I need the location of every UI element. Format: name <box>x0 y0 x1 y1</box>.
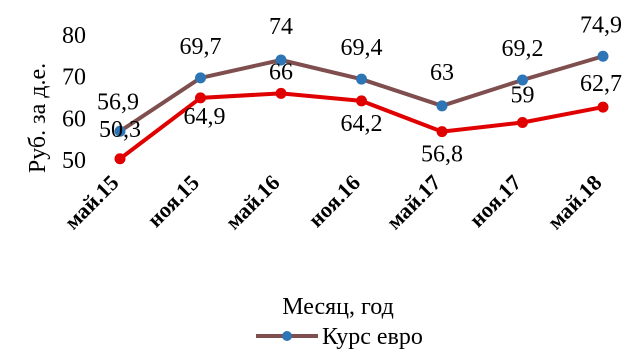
series-2-data-label: 64,9 <box>184 104 226 130</box>
x-axis-title: Месяц, год <box>282 294 394 320</box>
series-2-data-label: 56,8 <box>421 142 463 168</box>
series-1-point <box>356 73 367 85</box>
series-1-point <box>597 50 609 62</box>
series-1-data-label: 69,4 <box>341 35 383 61</box>
series-2-point <box>275 87 287 99</box>
series-1-data-label: 74 <box>269 14 293 40</box>
x-axis-ticks: май.15 ноя.15 май.16 ноя.16 май.17 ноя.17 май.… <box>59 170 606 234</box>
x-tick-label: май.16 <box>220 170 284 234</box>
series-2-point <box>356 95 367 107</box>
legend: Курс евро <box>256 324 423 350</box>
x-tick-label: май.17 <box>381 170 445 234</box>
series-2-point <box>597 101 609 113</box>
series-1-point <box>195 72 206 84</box>
x-tick-label: ноя.15 <box>142 170 204 232</box>
series-2-data-label: 64,2 <box>341 111 383 137</box>
series-2-point <box>436 126 448 138</box>
x-tick-label: май.18 <box>542 170 606 234</box>
series-2-data-label: 66 <box>269 59 293 85</box>
series-2-data-label: 50,3 <box>99 117 141 143</box>
legend-marker <box>282 331 292 341</box>
series-2-point <box>114 153 126 165</box>
series-1-point <box>436 100 448 112</box>
series-1-point <box>275 54 287 66</box>
y-axis-title: Руб. за д.е. <box>25 63 51 173</box>
series-1-data-label: 74,9 <box>580 12 622 38</box>
series-1-data-label: 56,9 <box>97 89 139 115</box>
series-2-data-label: 59 <box>511 83 535 109</box>
series-2-point <box>195 92 206 104</box>
series-1-point <box>517 74 528 86</box>
y-tick-label: 50 <box>62 148 86 174</box>
x-tick-label: ноя.16 <box>303 170 365 232</box>
y-tick-label: 70 <box>62 65 86 91</box>
series-1-data-label: 69,2 <box>502 36 544 62</box>
y-axis-ticks: 50 60 70 80 <box>62 23 86 174</box>
series-2-data-label: 62,7 <box>580 71 622 97</box>
y-tick-label: 60 <box>62 106 86 132</box>
series-markers <box>114 50 609 165</box>
legend-label: Курс евро <box>322 324 423 350</box>
series-2-point <box>517 117 528 128</box>
x-tick-label: ноя.17 <box>464 170 526 232</box>
series-1-data-label: 63 <box>430 60 454 86</box>
x-tick-label: май.15 <box>59 170 123 234</box>
series-1-data-label: 69,7 <box>180 34 222 60</box>
series-1-point <box>114 125 126 137</box>
y-tick-label: 80 <box>62 23 86 49</box>
data-labels: 56,9 69,7 74 69,4 63 69,2 74,9 50,3 64,9 66 64,2 56… <box>97 12 622 167</box>
